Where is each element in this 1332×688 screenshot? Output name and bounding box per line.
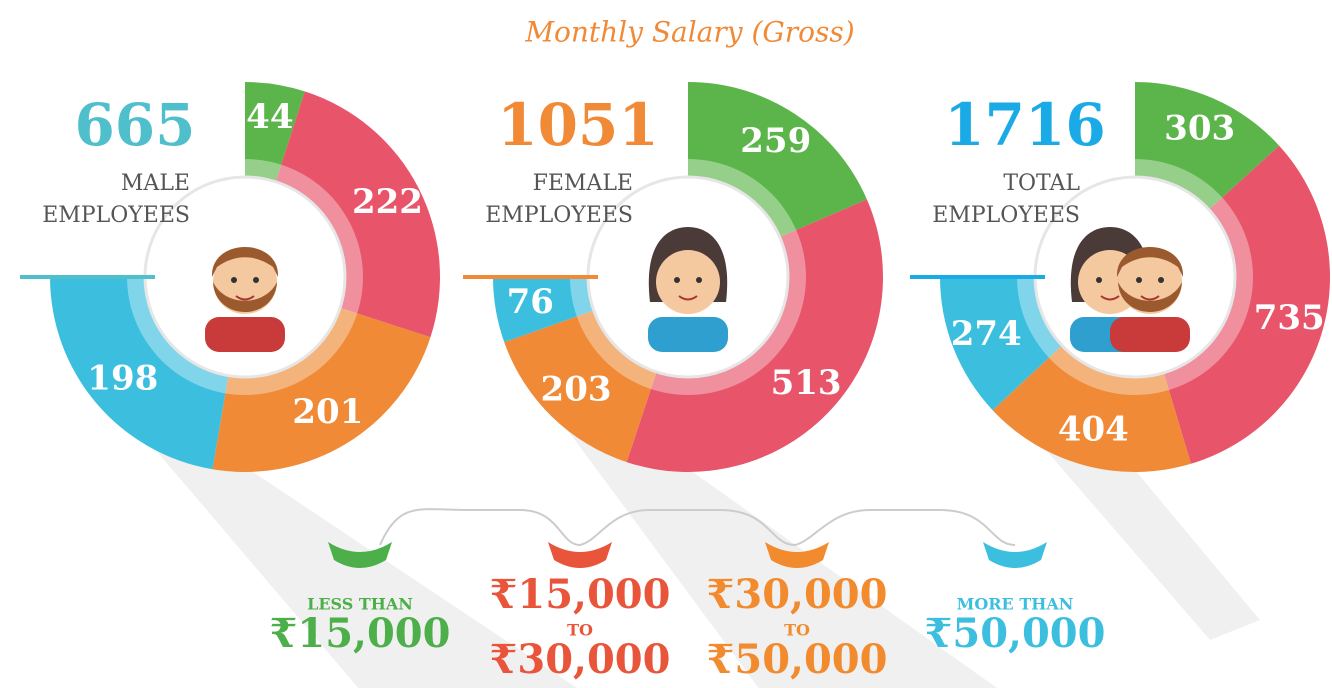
total-label: FEMALE	[533, 171, 633, 196]
eye	[674, 277, 680, 283]
legend-swatch	[765, 542, 829, 568]
total-count: 1716	[944, 91, 1105, 159]
donut-segment	[626, 199, 883, 472]
legend-text: TO	[784, 621, 810, 640]
value-label: 203	[541, 369, 612, 409]
value-label: 201	[292, 392, 363, 432]
total-label: EMPLOYEES	[485, 203, 633, 228]
legend-text: LESS THAN	[307, 595, 413, 614]
donut-segment	[245, 82, 305, 182]
donut-segment	[1163, 145, 1330, 464]
legend-text: MORE THAN	[957, 595, 1074, 614]
eye	[1158, 277, 1164, 283]
legend-text: ₹15,000	[270, 610, 451, 657]
title: Monthly Salary (Gross)	[524, 16, 854, 49]
value-label: 513	[771, 363, 842, 403]
donut-segment	[212, 307, 431, 473]
eye	[231, 277, 237, 283]
eye	[696, 277, 702, 283]
donut-segment	[493, 277, 594, 343]
eye	[253, 277, 259, 283]
legend-text: ₹30,000	[707, 571, 888, 618]
connector	[379, 508, 1016, 547]
donut-segment	[940, 277, 1062, 411]
legend-swatch	[983, 542, 1047, 568]
shirt	[648, 317, 728, 352]
value-label: 303	[1164, 109, 1235, 149]
mouth	[235, 295, 255, 301]
legend-swatch	[328, 542, 392, 568]
legend-text: ₹50,000	[925, 610, 1106, 657]
avatar	[205, 247, 285, 352]
value-label: 198	[87, 358, 158, 398]
value-label: 76	[507, 282, 554, 322]
mouth	[1140, 295, 1160, 301]
avatar	[648, 227, 728, 352]
legend-text: ₹30,000	[490, 636, 671, 683]
donut-segment	[504, 310, 657, 463]
donut-segment	[688, 82, 867, 238]
mouth	[1100, 295, 1120, 301]
donut-segment	[275, 91, 440, 338]
value-label: 404	[1058, 409, 1129, 449]
eye	[1136, 277, 1142, 283]
hair	[211, 247, 279, 277]
legend-text: ₹15,000	[490, 571, 671, 618]
legend-text: ₹50,000	[707, 636, 888, 683]
legend-text: TO	[567, 621, 593, 640]
value-label: 44	[246, 97, 293, 137]
value-label: 735	[1254, 298, 1325, 338]
value-label: 259	[740, 121, 811, 161]
total-label: EMPLOYEES	[932, 203, 1080, 228]
total-label: TOTAL	[1003, 171, 1080, 196]
eye	[1096, 277, 1102, 283]
legend-swatch	[548, 542, 612, 568]
avatar	[1110, 247, 1190, 352]
value-label: 274	[951, 314, 1022, 354]
total-label: MALE	[121, 171, 190, 196]
beard	[213, 282, 277, 312]
shadow	[1020, 420, 1260, 640]
hair	[1116, 247, 1184, 277]
donut-segment	[50, 277, 229, 470]
value-label: 222	[352, 182, 423, 222]
shirt	[1110, 317, 1190, 352]
donut-segment	[1135, 82, 1280, 210]
head	[656, 250, 720, 314]
total-count: 665	[74, 91, 195, 159]
beard	[1118, 282, 1182, 312]
mouth	[678, 295, 698, 301]
total-count: 1051	[497, 91, 658, 159]
shirt	[205, 317, 285, 352]
total-label: EMPLOYEES	[42, 203, 190, 228]
